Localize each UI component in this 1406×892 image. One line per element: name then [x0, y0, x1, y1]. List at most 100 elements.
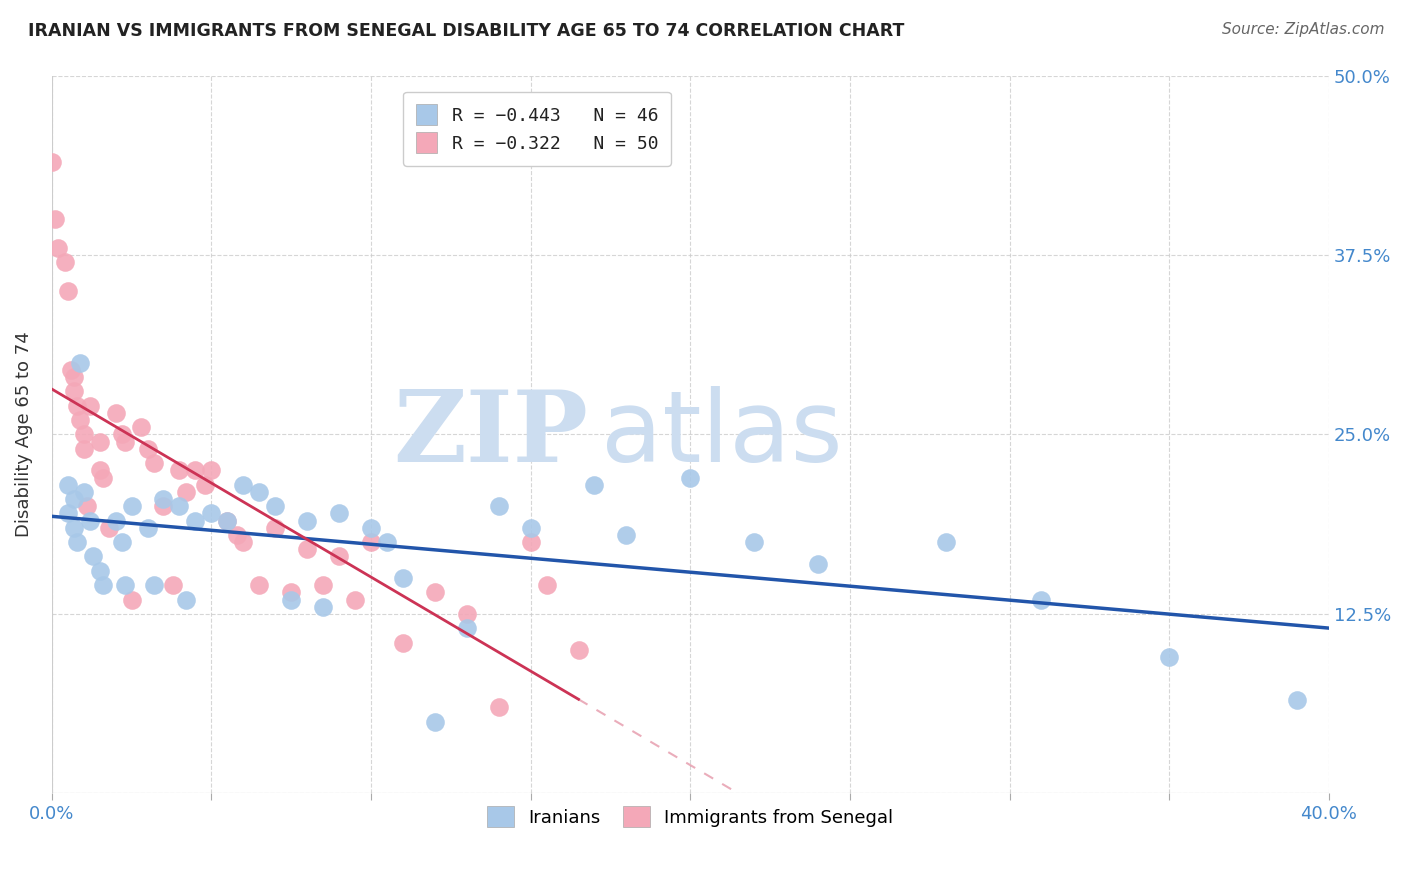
Point	[73, 484, 96, 499]
Point	[44, 212, 66, 227]
Point	[114, 434, 136, 449]
Point	[152, 491, 174, 506]
Point	[104, 514, 127, 528]
Point	[567, 642, 589, 657]
Point	[53, 255, 76, 269]
Point	[63, 491, 86, 506]
Point	[91, 470, 114, 484]
Point	[200, 463, 222, 477]
Point	[583, 477, 606, 491]
Point	[169, 500, 191, 514]
Point	[295, 542, 318, 557]
Point	[423, 714, 446, 729]
Point	[217, 514, 239, 528]
Point	[98, 521, 121, 535]
Point	[247, 484, 270, 499]
Point	[264, 521, 287, 535]
Text: ZIP: ZIP	[394, 386, 588, 483]
Point	[488, 700, 510, 714]
Point	[1159, 650, 1181, 665]
Point	[56, 477, 79, 491]
Point	[536, 578, 558, 592]
Point	[114, 578, 136, 592]
Point	[79, 514, 101, 528]
Point	[121, 500, 143, 514]
Point	[162, 578, 184, 592]
Point	[82, 549, 104, 564]
Point	[328, 549, 350, 564]
Y-axis label: Disability Age 65 to 74: Disability Age 65 to 74	[15, 332, 32, 537]
Point	[392, 635, 415, 649]
Point	[679, 470, 702, 484]
Point	[1031, 592, 1053, 607]
Point	[89, 463, 111, 477]
Point	[217, 514, 239, 528]
Point	[66, 399, 89, 413]
Point	[456, 621, 478, 635]
Point	[73, 442, 96, 456]
Point	[73, 427, 96, 442]
Text: Source: ZipAtlas.com: Source: ZipAtlas.com	[1222, 22, 1385, 37]
Point	[121, 592, 143, 607]
Point	[104, 406, 127, 420]
Point	[129, 420, 152, 434]
Point	[184, 514, 207, 528]
Point	[63, 521, 86, 535]
Point	[423, 585, 446, 599]
Point	[79, 399, 101, 413]
Point	[91, 578, 114, 592]
Point	[174, 484, 197, 499]
Text: atlas: atlas	[600, 386, 842, 483]
Point	[344, 592, 367, 607]
Point	[200, 507, 222, 521]
Point	[136, 521, 159, 535]
Point	[519, 521, 541, 535]
Point	[360, 521, 382, 535]
Point	[226, 528, 249, 542]
Point	[184, 463, 207, 477]
Point	[169, 463, 191, 477]
Point	[69, 356, 91, 370]
Point	[935, 535, 957, 549]
Point	[742, 535, 765, 549]
Point	[89, 434, 111, 449]
Point	[280, 585, 302, 599]
Point	[1285, 693, 1308, 707]
Point	[41, 154, 63, 169]
Point	[232, 535, 254, 549]
Point	[312, 578, 335, 592]
Point	[69, 413, 91, 427]
Point	[519, 535, 541, 549]
Point	[76, 500, 98, 514]
Point	[46, 241, 69, 255]
Point	[616, 528, 638, 542]
Legend: Iranians, Immigrants from Senegal: Iranians, Immigrants from Senegal	[479, 799, 900, 835]
Point	[807, 557, 830, 571]
Point	[66, 535, 89, 549]
Point	[56, 284, 79, 298]
Text: IRANIAN VS IMMIGRANTS FROM SENEGAL DISABILITY AGE 65 TO 74 CORRELATION CHART: IRANIAN VS IMMIGRANTS FROM SENEGAL DISAB…	[28, 22, 904, 40]
Point	[89, 564, 111, 578]
Point	[375, 535, 398, 549]
Point	[264, 500, 287, 514]
Point	[111, 427, 134, 442]
Point	[56, 507, 79, 521]
Point	[142, 456, 165, 470]
Point	[247, 578, 270, 592]
Point	[295, 514, 318, 528]
Point	[142, 578, 165, 592]
Point	[136, 442, 159, 456]
Point	[456, 607, 478, 621]
Point	[152, 500, 174, 514]
Point	[111, 535, 134, 549]
Point	[63, 370, 86, 384]
Point	[488, 500, 510, 514]
Point	[360, 535, 382, 549]
Point	[232, 477, 254, 491]
Point	[312, 599, 335, 614]
Point	[328, 507, 350, 521]
Point	[63, 384, 86, 399]
Point	[59, 363, 82, 377]
Point	[194, 477, 217, 491]
Point	[392, 571, 415, 585]
